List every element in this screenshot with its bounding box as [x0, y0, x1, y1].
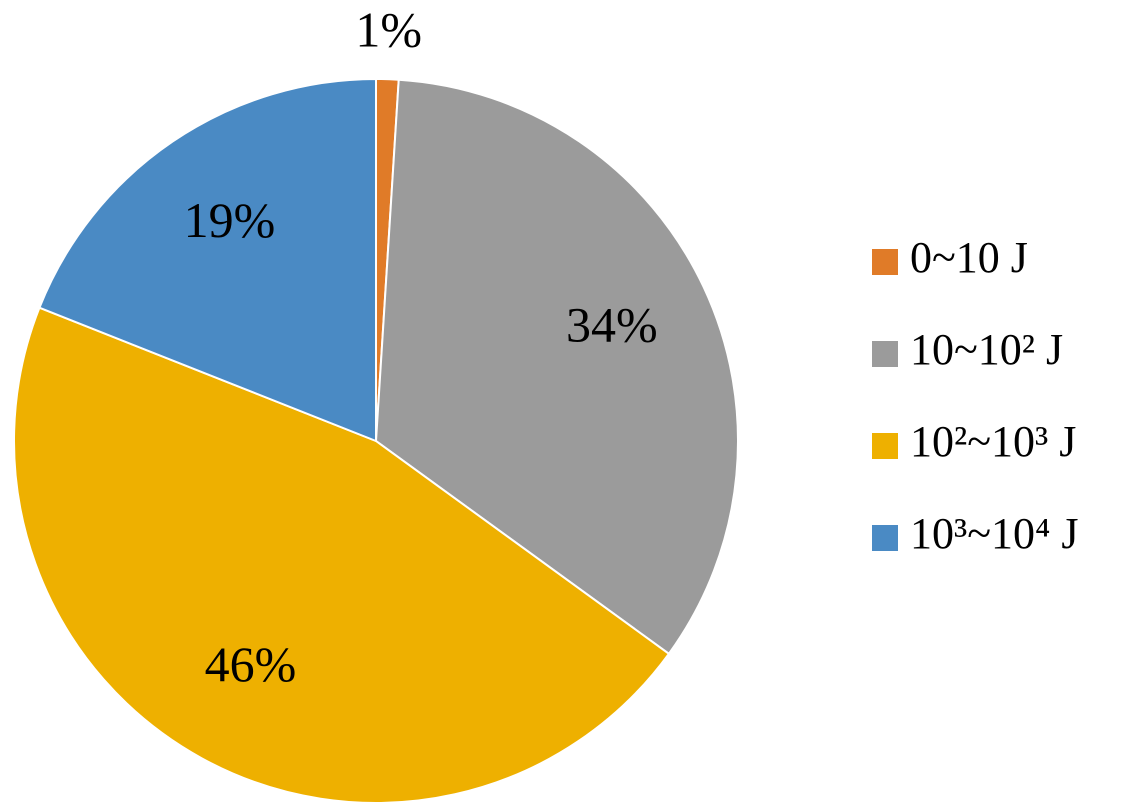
legend-label: 10³~10⁴ J: [910, 509, 1078, 558]
legend-swatch: [872, 525, 898, 551]
legend-swatch: [872, 341, 898, 367]
pie-slice: [374, 78, 739, 656]
legend-label: 10²~10³ J: [910, 417, 1076, 466]
legend-swatch: [872, 249, 898, 275]
legend-label: 0~10 J: [910, 233, 1028, 282]
data-label: 1%: [355, 2, 422, 58]
legend-swatch: [872, 433, 898, 459]
pie-slice: [13, 306, 671, 804]
data-label: 46%: [205, 636, 297, 692]
pie-slice: [38, 77, 377, 443]
data-label: 34%: [566, 296, 658, 352]
data-label: 19%: [184, 192, 276, 248]
legend-label: 10~10² J: [910, 325, 1063, 374]
